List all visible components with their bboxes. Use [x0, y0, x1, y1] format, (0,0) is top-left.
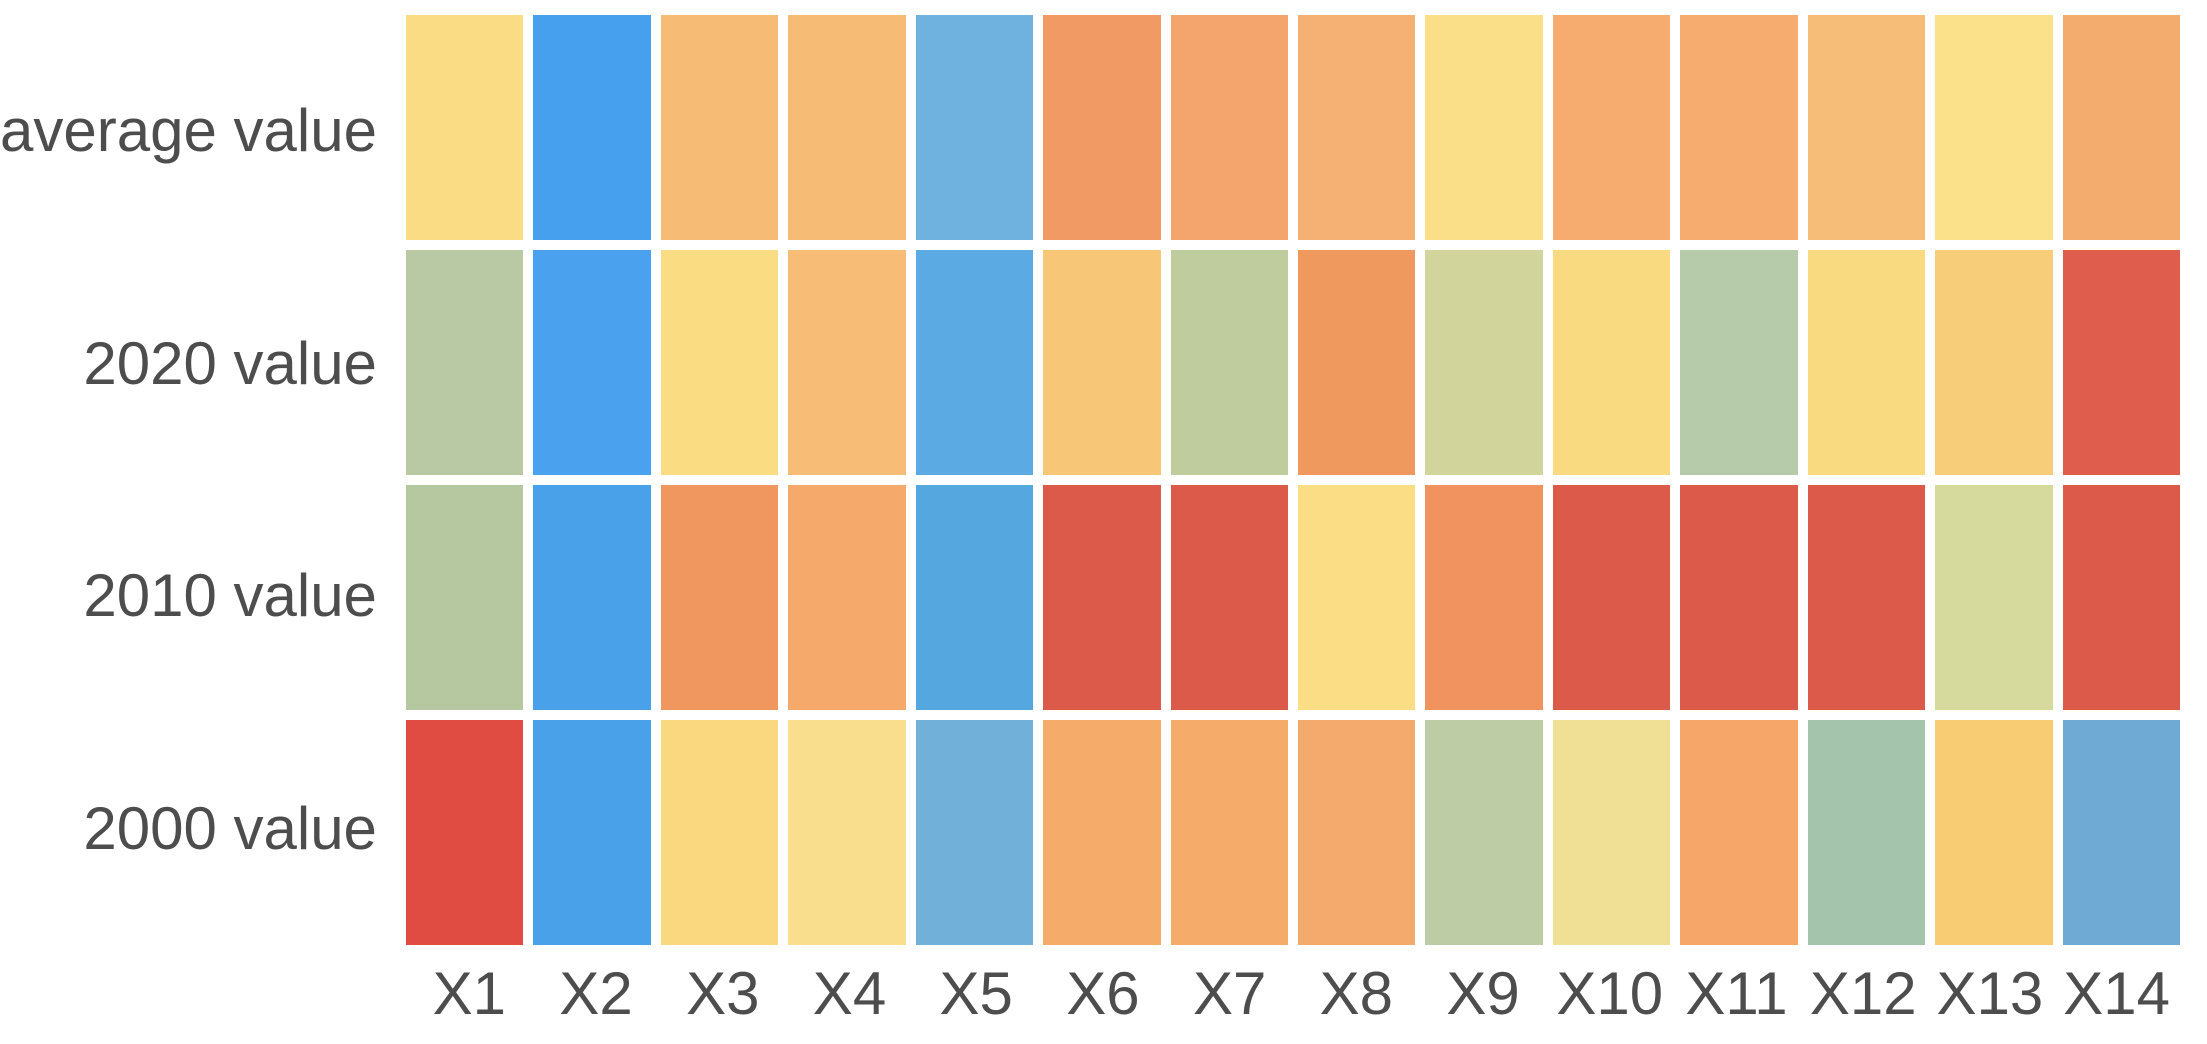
heatmap-cell [1170, 250, 1288, 475]
heatmap-cell [915, 720, 1034, 945]
row-label: 2010 value [83, 562, 377, 630]
heatmap-cell [406, 15, 524, 240]
heatmap-cell [788, 485, 906, 710]
heatmap-cell [1425, 485, 1543, 710]
heatmap-cell [1170, 15, 1288, 240]
heatmap-cell [1298, 250, 1416, 475]
heatmap-cell [788, 720, 906, 945]
row-label: 2020 value [83, 329, 377, 397]
heatmap-cell [1552, 485, 1671, 710]
heatmap-cell [1935, 720, 2053, 945]
y-axis-labels: average value 2020 value 2010 value 2000 va… [0, 15, 377, 945]
heatmap-cell [1298, 485, 1416, 710]
heatmap-cell [1935, 485, 2053, 710]
heatmap-cell [1680, 250, 1798, 475]
col-label: X9 [1446, 960, 1520, 1027]
col-label: X6 [1066, 960, 1140, 1027]
heatmap-cell [1298, 15, 1416, 240]
col-label: X7 [1192, 960, 1267, 1027]
col-label: X13 [1936, 960, 2044, 1027]
heatmap-cell [1807, 720, 1926, 945]
col-label: X5 [939, 960, 1013, 1027]
row-label: 2000 value [83, 794, 377, 862]
heatmap-cell [1170, 720, 1288, 945]
heatmap-cell [1680, 485, 1798, 710]
heatmap-cell [533, 720, 651, 945]
heatmap-cell [915, 485, 1034, 710]
heatmap-cell [1807, 15, 1926, 240]
col-label: X3 [686, 960, 760, 1027]
heatmap-cell [533, 250, 651, 475]
heatmap-cell [1807, 485, 1926, 710]
heatmap-cell [1425, 720, 1543, 945]
col-label: X2 [559, 960, 633, 1027]
heatmap-cell [915, 15, 1034, 240]
heatmap-cell [1298, 720, 1416, 945]
heatmap-cell [406, 720, 524, 945]
heatmap-cell [660, 485, 779, 710]
col-label: X11 [1685, 960, 1788, 1027]
heatmap-cell [1170, 485, 1288, 710]
x-axis-labels: X1 X2 X3 X4 X5 X6 X7 X8 X9 X10 X11 X12 X13 X14 [406, 956, 2180, 1036]
heatmap-cell [915, 250, 1034, 475]
col-label: X1 [432, 960, 507, 1027]
col-label: X4 [812, 960, 887, 1027]
heatmap-cell [1043, 250, 1161, 475]
heatmap-cell [1680, 720, 1798, 945]
heatmap-cell [533, 485, 651, 710]
heatmap-cell [2062, 250, 2180, 475]
heatmap-cell [406, 250, 524, 475]
heatmap-cell [1552, 15, 1671, 240]
heatmap-cell [1425, 250, 1543, 475]
heatmap-cell [1043, 485, 1161, 710]
heatmap-cell [660, 720, 779, 945]
col-label: X14 [2063, 960, 2171, 1027]
heatmap-cell [1425, 15, 1543, 240]
heatmap-cell [1552, 250, 1671, 475]
heatmap-cell [660, 250, 779, 475]
heatmap-cell [533, 15, 651, 240]
col-label: X12 [1809, 960, 1917, 1027]
col-label: X10 [1556, 960, 1664, 1027]
heatmap-cell [2062, 15, 2180, 240]
heatmap-cell [660, 15, 779, 240]
row-label: average value [0, 97, 377, 165]
heatmap-cell [1935, 15, 2053, 240]
heatmap-cell [1552, 720, 1671, 945]
heatmap-cell [2062, 485, 2180, 710]
col-label: X8 [1319, 960, 1394, 1027]
heatmap-cell [2062, 720, 2180, 945]
heatmap-cell [1043, 15, 1161, 240]
heatmap-cell [1043, 720, 1161, 945]
heatmap-cell [1680, 15, 1798, 240]
heatmap-cell [788, 250, 906, 475]
heatmap-grid [406, 15, 2180, 945]
heatmap-cell [1935, 250, 2053, 475]
heatmap-cell [1807, 250, 1926, 475]
heatmap-cell [406, 485, 524, 710]
heatmap-cell [788, 15, 906, 240]
